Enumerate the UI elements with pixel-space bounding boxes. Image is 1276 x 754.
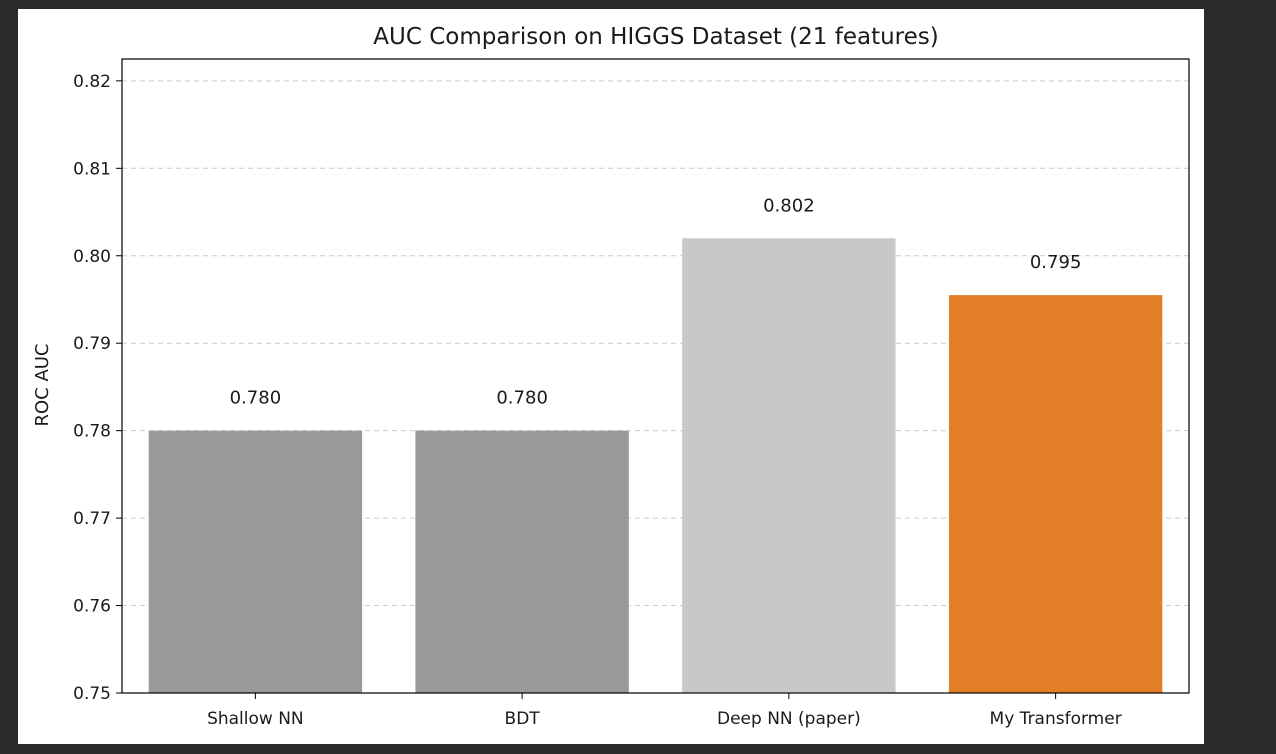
bar xyxy=(682,238,896,693)
y-tick-label: 0.80 xyxy=(73,247,111,267)
bar xyxy=(415,430,629,693)
bar-value-label: 0.802 xyxy=(763,195,815,216)
bar-value-label: 0.795 xyxy=(1030,252,1082,273)
x-tick-label: BDT xyxy=(505,709,541,729)
data-labels: 0.780 0.780 0.802 0.795 xyxy=(230,195,1082,408)
y-tick-label: 0.79 xyxy=(73,334,111,354)
y-tick-label: 0.77 xyxy=(73,509,111,529)
bar-value-label: 0.780 xyxy=(496,388,548,409)
y-tick-label: 0.76 xyxy=(73,597,111,617)
chart-figure: AUC Comparison on HIGGS Dataset (21 feat… xyxy=(18,9,1204,744)
y-tick-label: 0.75 xyxy=(73,684,111,704)
bar xyxy=(948,295,1163,693)
y-tick-label: 0.78 xyxy=(73,422,111,442)
bar xyxy=(148,430,363,693)
y-tick-label: 0.81 xyxy=(73,159,111,179)
y-tick-label: 0.82 xyxy=(73,72,111,92)
plot-frame xyxy=(121,58,1190,694)
bar-value-label: 0.780 xyxy=(230,388,282,409)
bar-chart: AUC Comparison on HIGGS Dataset (21 feat… xyxy=(32,24,1190,729)
x-tick-label: Deep NN (paper) xyxy=(717,709,861,729)
y-axis-title: ROC AUC xyxy=(32,343,53,426)
axes: 0.75 0.76 0.77 0.78 0.79 0.80 0.81 0.82 Shallow … xyxy=(73,58,1190,729)
x-tick-label: My Transformer xyxy=(990,709,1122,729)
chart-title: AUC Comparison on HIGGS Dataset (21 feat… xyxy=(373,24,938,50)
x-tick-label: Shallow NN xyxy=(207,709,304,729)
bars xyxy=(148,238,1163,693)
